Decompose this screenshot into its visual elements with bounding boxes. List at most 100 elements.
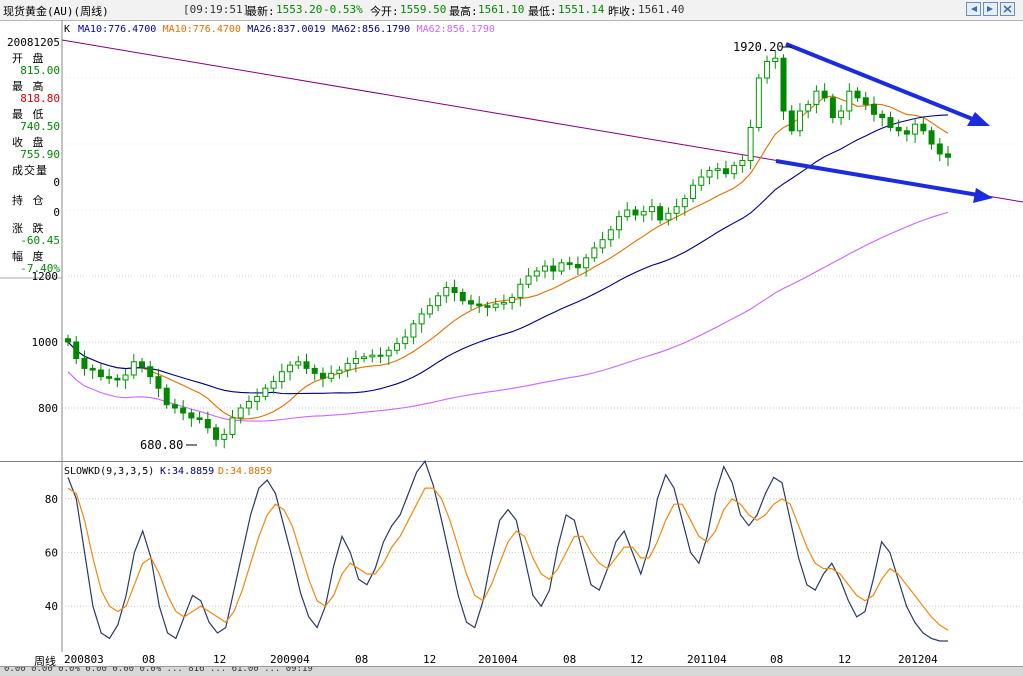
candle-body [731,164,738,175]
candle-body [402,336,409,345]
lower-arrowhead [973,188,993,203]
x-tick-label: 12 [213,653,227,666]
candle-body [369,354,376,358]
x-tick-label: 08 [563,653,577,666]
close-label: 收 盘 [12,136,47,149]
candle-body [163,387,170,406]
candle-body [196,417,203,421]
peak-price-label: 1920.20 [733,40,784,54]
candle-body [788,110,795,132]
oscillator-y-axis: 40 60 80 [45,493,58,613]
candle-body [945,153,951,158]
candle-body [492,303,499,308]
close-value: 755.90 [20,148,60,161]
candle-body [319,372,326,379]
candle-body [805,103,812,112]
candle-body [542,265,549,272]
ma62-line [67,211,949,422]
candle-body [451,287,458,293]
candle-body [418,313,425,325]
high-label: 最高: [449,5,478,18]
x-tick-label: 08 [142,653,156,666]
upper-trend-arrow [785,42,976,122]
high-value: 818.80 [20,92,60,105]
candle-body [344,362,351,371]
candle-body [681,197,688,208]
change-label: 涨 跌 [12,222,47,235]
candle-body [336,369,343,374]
candle-body [829,97,836,119]
candle-body [854,90,861,99]
candle-body [838,110,845,119]
candle-body [393,343,400,351]
candle-body [443,287,450,297]
bar-info-panel: 20081205 开 盘 815.00 最 高 818.80 最 低 740.5… [0,36,62,278]
range-value: -7.40% [20,262,60,275]
candle-body [846,90,853,112]
candle-body [426,305,433,315]
forward-arrow-icon[interactable] [983,2,998,16]
candle-body [122,374,129,381]
ma-legend-item: MA62:856.1790 [417,24,495,35]
candle-body [673,206,680,214]
open-label: 今开: [370,5,399,18]
candle-body [73,341,80,359]
period-label[interactable]: 周线 [34,655,56,668]
price-y-axis: 800 1000 1200 [32,270,59,415]
back-arrow-icon[interactable] [966,2,981,16]
candle-body [311,367,318,374]
latest-value: 1553.20 [276,3,323,16]
candle-body [796,110,803,132]
position-label: 持 仓 [12,194,47,207]
oscillator-lines [67,460,949,642]
status-text: 0.00 0.00 0.0% 0.00 0.00 0.0% ... 816 ..… [4,666,313,674]
candle-body [361,356,368,360]
k-value: K:34.8859 [160,466,214,477]
price-grid [0,20,1021,652]
upper-arrowhead [967,112,990,126]
candle-body [739,160,746,166]
candle-body [533,270,540,277]
low-value: 1551.14 [558,3,605,16]
position-value: 0 [53,206,60,219]
candle-body [648,206,655,213]
price-tick-label: 800 [38,402,58,415]
trough-price-label: 680.80 [140,438,183,452]
candle-body [928,130,935,145]
candle-body [385,349,392,357]
candle-body [813,90,820,105]
candle-body [920,123,927,132]
range-label: 幅 度 [12,250,47,263]
candle-body [188,412,195,419]
candle-body [887,117,894,128]
x-tick-label: 08 [355,653,369,666]
oscillator-grid [62,498,1021,607]
time-axis: 周线 200803 08 12 200904 08 12 201004 08 1… [0,652,1023,668]
d-line [67,487,949,631]
candle-body [657,206,664,221]
low-label: 最低: [528,5,557,18]
candle-body [574,263,581,269]
low-label: 最 低 [12,108,47,121]
high-value: 1561.10 [478,3,525,16]
candle-body [229,417,236,435]
quote-title-bar: 现货黄金(AU)(周线) [09:19:51] 最新: 1553.20 -0.5… [0,0,1023,21]
close-icon[interactable] [1000,2,1015,16]
candle-body [130,361,137,376]
candle-body [903,130,910,135]
candle-body [879,113,886,119]
change-value: -60.45 [20,234,60,247]
trend-arrow-layer [775,42,993,203]
candle-body [89,367,96,371]
ma-legend-item: MA62:856.1790 [332,24,410,35]
instrument-name[interactable]: 现货黄金(AU)(周线) [3,5,109,18]
d-value: D:34.8859 [218,466,272,477]
status-bar: 0.00 0.00 0.0% 0.00 0.00 0.0% ... 816 ..… [0,666,1023,676]
candle-body [287,364,294,373]
candlestick-layer [65,50,951,449]
candle-body [459,292,466,302]
change-percent: -0.53% [323,3,363,16]
prev-close-label: 昨收: [608,5,637,18]
candle-body [65,338,71,343]
